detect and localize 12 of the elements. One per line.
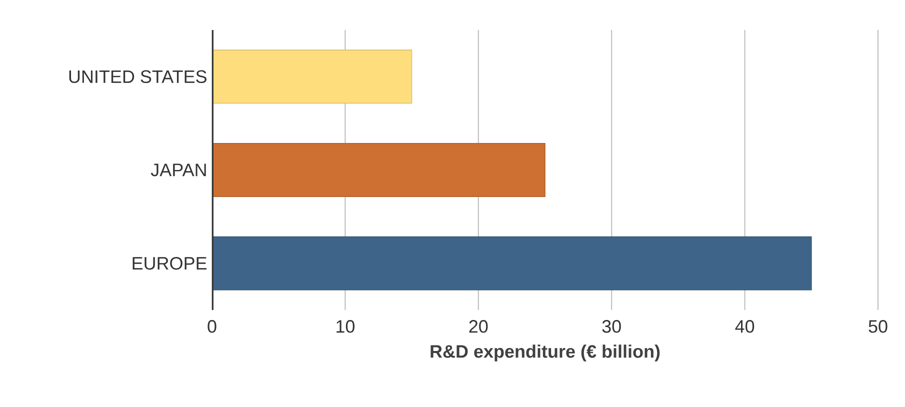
y-tick-label: JAPAN bbox=[150, 164, 206, 176]
bar bbox=[212, 236, 812, 290]
x-tick-label: 30 bbox=[602, 320, 621, 333]
x-tick-label: 20 bbox=[469, 320, 488, 333]
y-tick-label: UNITED STATES bbox=[69, 70, 206, 84]
x-tick-label: 0 bbox=[208, 320, 216, 333]
y-tick-label: EUROPE bbox=[132, 256, 207, 270]
x-tick-label: 40 bbox=[735, 320, 754, 333]
x-axis-title: R&D expenditure (€ billion) bbox=[430, 344, 660, 362]
x-tick-label: 50 bbox=[868, 320, 888, 333]
x-tick-label: 10 bbox=[336, 320, 355, 333]
bar bbox=[212, 50, 412, 104]
